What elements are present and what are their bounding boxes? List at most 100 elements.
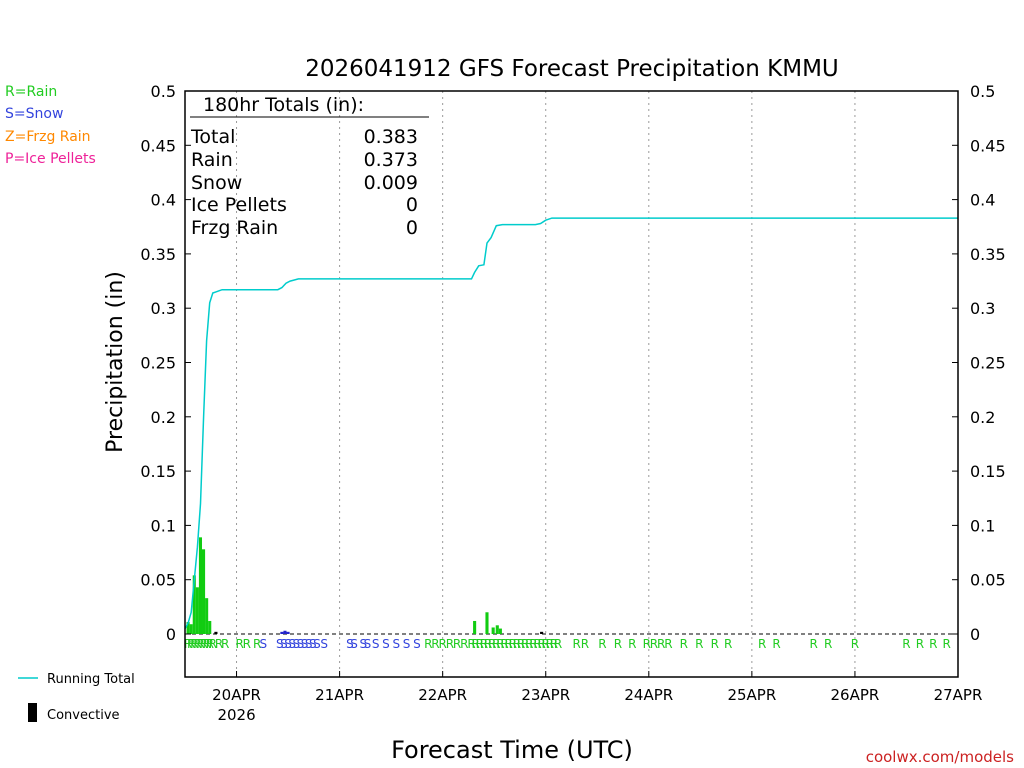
ptype-letter: R — [650, 637, 658, 651]
y-tick-label-right: 0.1 — [970, 516, 995, 535]
ptype-letter: R — [235, 637, 243, 651]
ptype-letter: R — [504, 637, 512, 651]
ptype-letter: R — [525, 637, 533, 651]
ptype-letter: R — [206, 637, 214, 651]
ptype-letter: R — [724, 637, 732, 651]
ptype-letter: R — [496, 637, 504, 651]
totals-header: 180hr Totals (in): — [203, 94, 364, 116]
ptype-letter: R — [209, 637, 217, 651]
legend-frzg-rain: Z=Frzg Rain — [5, 129, 91, 145]
ptype-letter: S — [292, 637, 300, 651]
y-tick-label-left: 0.45 — [140, 136, 176, 155]
legend-rain: R=Rain — [5, 84, 57, 100]
y-tick-label-right: 0.25 — [970, 354, 1006, 373]
ptype-letter: R — [628, 637, 636, 651]
totals-row-label: Ice Pellets — [191, 194, 287, 216]
ptype-letter: R — [572, 637, 580, 651]
y-tick-label-left: 0 — [166, 625, 176, 644]
ptype-letter: S — [280, 637, 288, 651]
ptype-letter: R — [488, 637, 496, 651]
ptype-letter: R — [758, 637, 766, 651]
ptype-letter: S — [309, 637, 317, 651]
totals-row-label: Rain — [191, 149, 233, 171]
ptype-letter: R — [215, 637, 223, 651]
y-tick-label-left: 0.15 — [140, 462, 176, 481]
precip-bar-rain — [192, 575, 196, 634]
convective-legend-swatch — [28, 703, 37, 722]
ptype-letter: R — [598, 637, 606, 651]
ptype-letter: S — [413, 637, 421, 651]
ptype-letter: R — [916, 637, 924, 651]
series-legend: Running Total Convective — [18, 672, 135, 723]
precip-bar-rain — [485, 612, 489, 634]
ptype-letter: R — [542, 637, 550, 651]
convective-legend-label: Convective — [47, 708, 120, 723]
ptype-letter: S — [392, 637, 400, 651]
ptype-letter: R — [554, 637, 562, 651]
y-tick-label-left: 0.35 — [140, 245, 176, 264]
ptype-letter: R — [772, 637, 780, 651]
x-axis-label: Forecast Time (UTC) — [391, 736, 633, 764]
axis-layer: 20APR 2026 21APR 22APR 23APR 24APR 25APR 26APR 2… — [140, 82, 1005, 724]
totals-row-label: Snow — [191, 172, 242, 194]
ptype-letter: S — [305, 637, 313, 651]
ptype-letter: R — [509, 637, 517, 651]
totals-row-label: Total — [190, 126, 235, 148]
precip-bar-rain — [495, 625, 499, 634]
bars-layer — [186, 537, 544, 634]
precip-bar-rain — [186, 622, 190, 634]
y-tick-label-right: 0.35 — [970, 245, 1006, 264]
ptype-letter: R — [550, 637, 558, 651]
y-tick-label-left: 0.5 — [151, 82, 176, 101]
precip-bar-convective — [214, 631, 218, 634]
ptype-letter: R — [546, 637, 554, 651]
chart-title: 2026041912 GFS Forecast Precipitation KM… — [305, 56, 839, 82]
ptype-letter: R — [253, 637, 261, 651]
ptype-legend: R=Rain S=Snow Z=Frzg Rain P=Ice Pellets — [5, 84, 96, 167]
precip-bar-rain — [473, 620, 477, 634]
ptype-letter: R — [484, 637, 492, 651]
x-tick-sublabel: 2026 — [217, 706, 255, 724]
y-tick-label-right: 0.3 — [970, 299, 995, 318]
ptype-letter: R — [533, 637, 541, 651]
x-tick-label: 21APR — [315, 686, 364, 704]
ptype-letter: R — [446, 637, 454, 651]
running-total-legend-label: Running Total — [47, 672, 135, 687]
x-tick-label: 26APR — [831, 686, 880, 704]
totals-row-value: 0 — [406, 194, 418, 216]
ptype-letter: R — [517, 637, 525, 651]
ptype-letter: R — [199, 637, 207, 651]
y-tick-label-right: 0.05 — [970, 571, 1006, 590]
ptype-letter: R — [187, 637, 195, 651]
ptype-letter: R — [424, 637, 432, 651]
ptype-letter: R — [196, 637, 204, 651]
ptype-letter: R — [438, 637, 446, 651]
y-tick-label-right: 0.2 — [970, 408, 995, 427]
ptype-letter: R — [643, 637, 651, 651]
ptype-letter: R — [453, 637, 461, 651]
precip-bar-rain — [491, 627, 495, 634]
x-tick-label: 25APR — [727, 686, 776, 704]
totals-box: 180hr Totals (in): Total 0.383 Rain 0.37… — [190, 94, 429, 239]
y-tick-label-right: 0.4 — [970, 191, 995, 210]
ptype-letter: S — [276, 637, 284, 651]
ptype-letter: R — [942, 637, 950, 651]
y-tick-label-right: 0.15 — [970, 462, 1006, 481]
x-tick-label: 27APR — [934, 686, 983, 704]
ptype-letter: S — [403, 637, 411, 651]
precip-bar-rain — [198, 537, 203, 634]
totals-row-value: 0 — [406, 217, 418, 239]
y-tick-label-right: 0.45 — [970, 136, 1006, 155]
ptype-letter: S — [313, 637, 321, 651]
precip-bar-snow — [286, 631, 290, 634]
ptype-letter: R — [500, 637, 508, 651]
ptype-letter: R — [711, 637, 719, 651]
ptype-letter: R — [202, 637, 210, 651]
ptype-letter: R — [471, 637, 479, 651]
x-tick-label: 23APR — [521, 686, 570, 704]
totals-row-value: 0.373 — [364, 149, 418, 171]
ptype-letter: R — [513, 637, 521, 651]
ptype-letter: R — [664, 637, 672, 651]
ptype-letter: R — [492, 637, 500, 651]
